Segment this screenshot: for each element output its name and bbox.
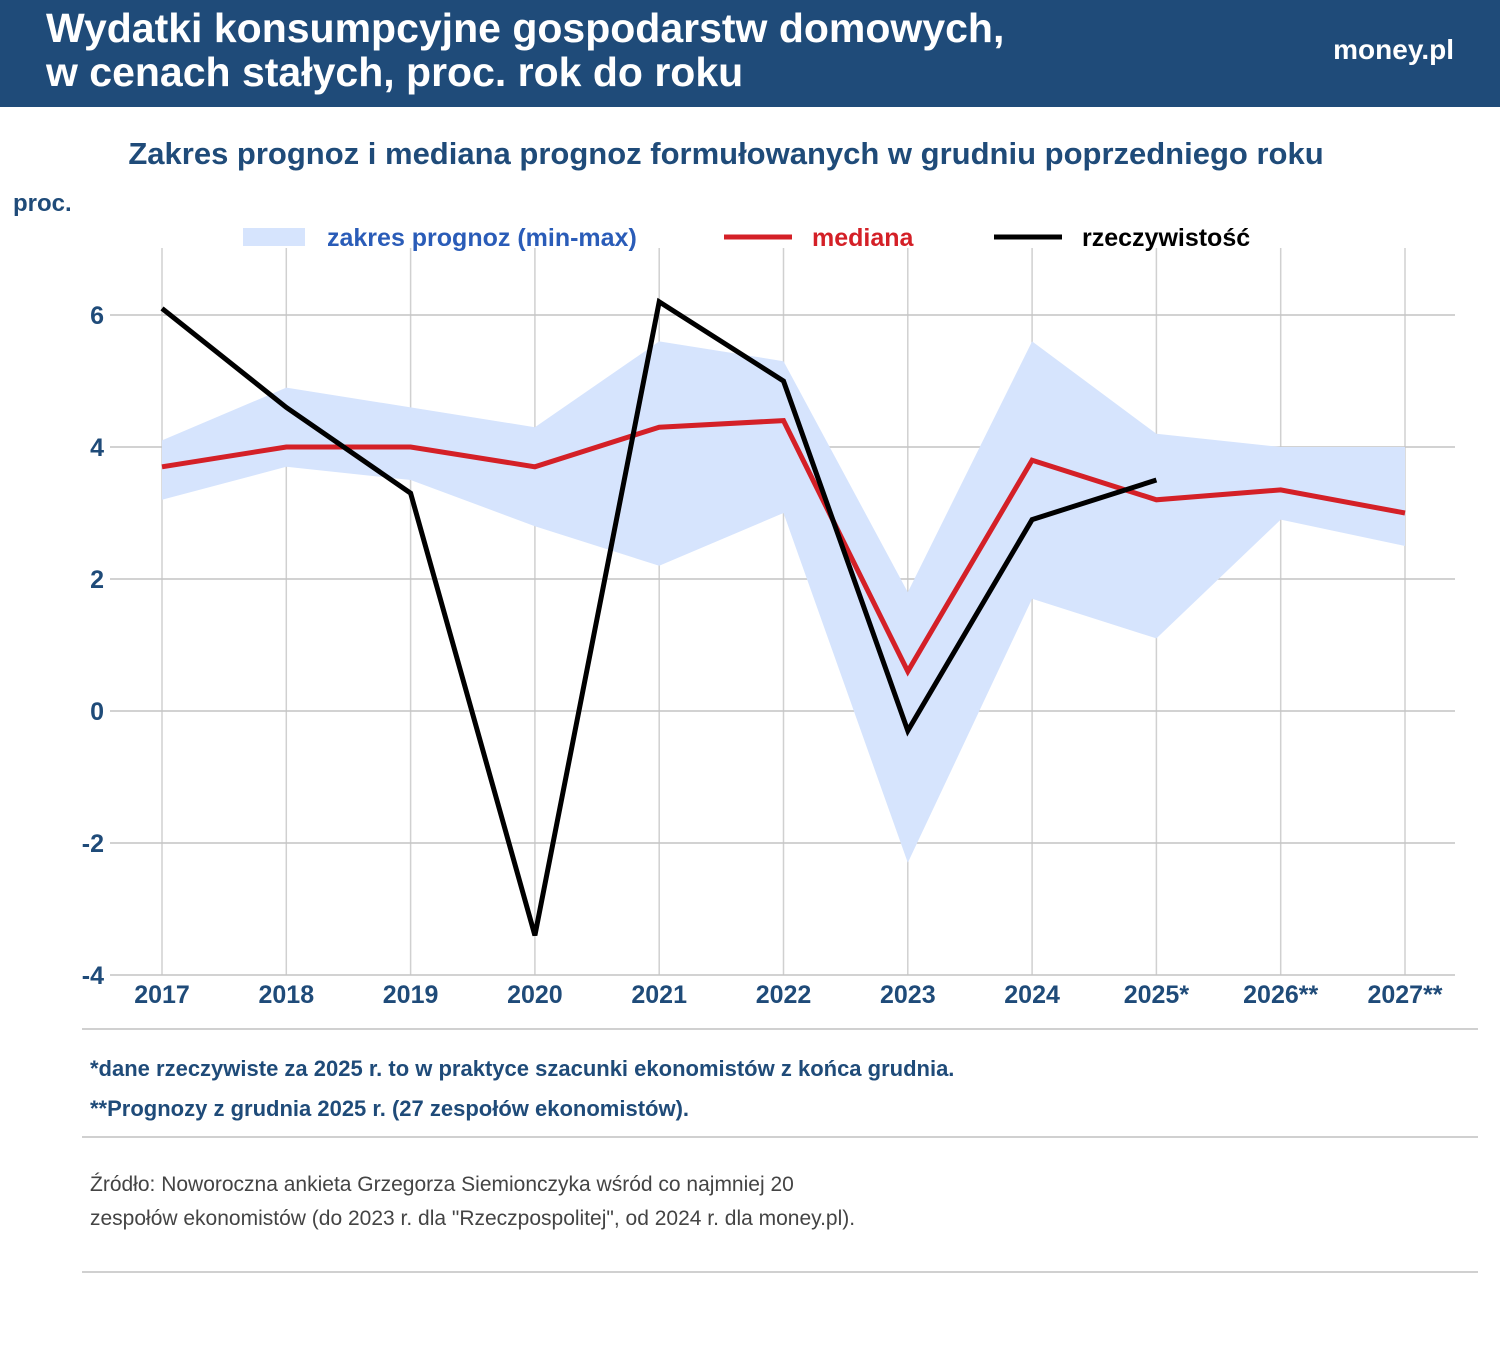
legend-label: rzeczywistość: [1082, 224, 1250, 252]
legend-swatch-range: [243, 228, 305, 246]
chart-subtitle: Zakres prognoz i mediana prognoz formuło…: [128, 136, 1324, 171]
x-tick-label: 2018: [258, 981, 314, 1009]
chart: -4 -2 0 2 4 6 2017 2018 2019 2020 2021 2022 2023 2024…: [82, 224, 1455, 1009]
y-axis-label: proc.: [13, 190, 72, 217]
divider: [82, 1028, 1478, 1030]
series-line-actual: [160, 297, 1158, 937]
legend-label: mediana: [812, 224, 915, 252]
y-tick-label: -4: [82, 962, 104, 990]
y-tick-label: 0: [90, 698, 104, 726]
x-tick-label: 2027**: [1367, 981, 1442, 1009]
y-tick-label: 6: [90, 302, 104, 330]
source: Źródło: Noworoczna ankieta Grzegorza Sie…: [90, 1168, 855, 1236]
series-line-median: [161, 418, 1406, 677]
x-tick-label: 2017: [134, 981, 190, 1009]
y-tick-label: -2: [82, 830, 104, 858]
x-tick-label: 2019: [383, 981, 439, 1009]
source-line-2: zespołów ekonomistów (do 2023 r. dla "Rz…: [90, 1207, 856, 1230]
y-tick-label: 4: [90, 434, 104, 462]
divider: [82, 1271, 1478, 1273]
footnote-2: **Prognozy z grudnia 2025 r. (27 zespołó…: [90, 1096, 690, 1121]
source-line-1: Źródło: Noworoczna ankieta Grzegorza Sie…: [90, 1173, 794, 1196]
footnote-1: *dane rzeczywiste za 2025 r. to w prakty…: [90, 1056, 955, 1081]
header: Wydatki konsumpcyjne gospodarstw domowyc…: [0, 0, 1500, 107]
x-tick-label: 2024: [1004, 981, 1060, 1009]
y-tick-label: 2: [90, 566, 104, 594]
x-tick-label: 2025*: [1124, 981, 1190, 1009]
legend-label-range: zakres prognoz (min-max): [327, 224, 637, 252]
chart-title: Wydatki konsumpcyjne gospodarstw domowyc…: [46, 5, 1005, 95]
x-tick-label: 2020: [507, 981, 563, 1009]
x-tick-label: 2026**: [1243, 981, 1318, 1009]
range-band: [162, 341, 1405, 863]
x-tick-label: 2022: [756, 981, 812, 1009]
x-tick-label: 2021: [631, 981, 687, 1009]
x-tick-label: 2023: [880, 981, 936, 1009]
brand-logo: money.pl: [1333, 34, 1454, 65]
divider: [82, 1136, 1478, 1138]
